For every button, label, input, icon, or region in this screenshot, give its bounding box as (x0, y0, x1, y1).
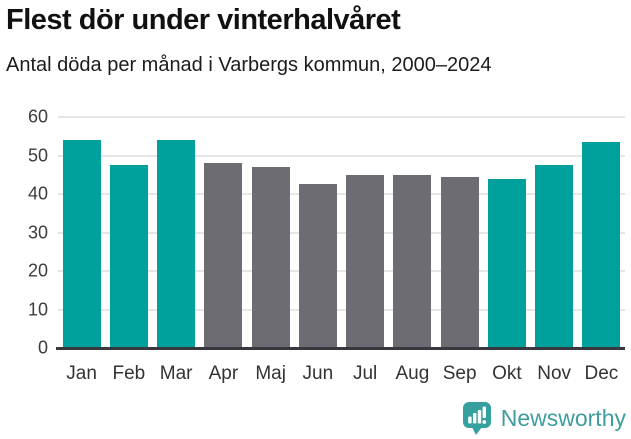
chart-header: Flest dör under vinterhalvåret Antal död… (6, 4, 626, 77)
y-axis-tick-label: 30 (27, 222, 48, 242)
bar-okt (487, 178, 526, 348)
bar-sep (440, 176, 479, 348)
x-axis-tick-label: Apr (208, 363, 239, 384)
bar-jan (62, 140, 101, 348)
y-axis-tick-label: 20 (27, 260, 48, 281)
bar-mar (157, 140, 196, 348)
x-axis-tick-label: Nov (537, 363, 572, 384)
gridline-y20 (58, 270, 625, 272)
x-axis-tick-label: Jan (66, 363, 97, 384)
x-axis-tick-label: Dec (584, 363, 619, 384)
x-axis-line (56, 347, 625, 350)
chart-subtitle: Antal döda per månad i Varbergs kommun, … (6, 54, 492, 77)
x-axis-tick-label: Jun (302, 363, 334, 384)
x-axis-tick-label: Sep (442, 363, 477, 384)
bar-apr (204, 163, 243, 348)
gridline-y60 (58, 116, 625, 118)
bar-maj (251, 167, 290, 348)
gridline-y40 (58, 193, 625, 195)
y-axis-tick-label: 10 (27, 299, 48, 319)
newsworthy-logo: Newsworthy (462, 401, 626, 436)
y-axis-tick-label: 0 (37, 337, 48, 358)
y-axis-tick-label: 50 (27, 145, 48, 165)
x-axis-tick-label: Okt (492, 363, 522, 384)
newsworthy-logo-text: Newsworthy (500, 405, 626, 431)
y-axis-tick-label: 40 (27, 183, 48, 204)
bar-jun (298, 184, 337, 348)
bar-feb (109, 165, 148, 348)
bar-jul (346, 174, 385, 348)
bar-dec (582, 142, 621, 348)
speech-bubble-bar-chart-icon (462, 401, 493, 436)
plot-area (58, 116, 625, 348)
y-axis-tick-label: 60 (27, 106, 48, 127)
chart-title: Flest dör under vinterhalvåret (6, 4, 401, 36)
x-axis-tick-label: Feb (112, 363, 146, 384)
bar-chart: 0 10 20 30 40 50 60 Jan Feb Mar Apr Maj Jun Jul Aug Sep… (0, 107, 631, 387)
x-axis-tick-label: Mar (159, 363, 193, 384)
bar-nov (535, 165, 574, 348)
bar-aug (393, 174, 432, 348)
gridline-y50 (58, 154, 625, 157)
x-axis-tick-label: Aug (395, 363, 430, 384)
gridline-y30 (58, 231, 625, 234)
gridline-y10 (58, 308, 625, 311)
x-axis-tick-label: Jul (352, 363, 378, 384)
x-axis-tick-label: Maj (255, 363, 286, 384)
